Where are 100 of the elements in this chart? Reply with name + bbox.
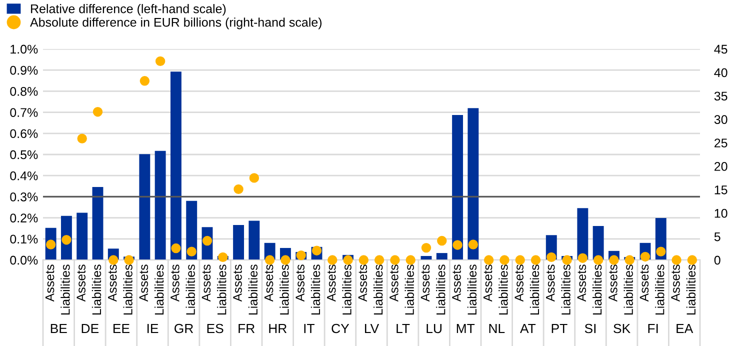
- x-tick-label: Assets: [546, 264, 555, 302]
- text: ES: [207, 324, 224, 334]
- y-tick-label: 0.5%: [10, 150, 38, 160]
- bar: [154, 150, 166, 260]
- x-tick-label: Liabilities: [217, 264, 226, 315]
- x-tick-label: Liabilities: [342, 264, 352, 315]
- text: GR: [174, 324, 194, 334]
- x-tick-label: Assets: [358, 264, 368, 302]
- bar: [592, 226, 604, 260]
- point: [280, 255, 290, 265]
- text: NL: [489, 324, 505, 334]
- text: LU: [426, 324, 442, 334]
- x-tick-label: Assets: [327, 264, 336, 302]
- text: HR: [269, 324, 287, 334]
- legend-label: Absolute difference in EUR billions (right-hand scale): [30, 18, 322, 30]
- point: [609, 255, 619, 265]
- y2-tick-label: 20: [714, 162, 728, 171]
- text: BE: [50, 324, 67, 334]
- x-tick-label: Liabilities: [561, 264, 570, 315]
- point: [358, 255, 369, 265]
- text: LT: [396, 324, 410, 334]
- x-tick-label: Assets: [170, 264, 180, 302]
- point: [390, 255, 400, 265]
- bar: [170, 72, 182, 260]
- x-tick-label: Assets: [640, 264, 649, 302]
- point: [421, 242, 432, 253]
- x-tick-label: Assets: [296, 264, 304, 302]
- x-tick-label: Liabilities: [436, 264, 446, 315]
- y-tick-label: 0.9%: [10, 66, 38, 75]
- point: [343, 255, 353, 265]
- x-tick-label: Assets: [202, 264, 211, 302]
- y-tick-label: 0.6%: [10, 129, 38, 138]
- x-tick-label: Assets: [420, 264, 430, 302]
- x-tick-label: Liabilities: [467, 264, 477, 315]
- y-tick-label: 0.8%: [10, 87, 38, 96]
- text: IT: [304, 324, 314, 334]
- y-tick-label: 0.4%: [10, 171, 38, 180]
- bar: [248, 220, 260, 260]
- point: [500, 255, 510, 265]
- point: [687, 255, 698, 265]
- text: DE: [82, 324, 99, 334]
- point: [452, 240, 462, 250]
- bar: [452, 115, 464, 260]
- point: [218, 252, 228, 262]
- point: [546, 252, 556, 262]
- y2-tick-label: 0: [714, 256, 720, 265]
- text: SK: [614, 324, 630, 334]
- text: SI: [584, 324, 596, 334]
- point: [249, 173, 260, 183]
- text: FR: [238, 324, 255, 334]
- x-tick-label: Liabilities: [530, 264, 540, 315]
- y-tick-label: 0.3%: [10, 192, 38, 202]
- x-tick-label: Liabilities: [373, 264, 383, 315]
- point: [672, 255, 682, 265]
- legend-label: Relative difference (left-hand scale): [31, 4, 226, 16]
- point: [515, 255, 525, 265]
- point: [77, 134, 87, 144]
- bar: [139, 154, 150, 260]
- x-tick-label: Liabilities: [280, 264, 289, 315]
- point: [108, 255, 118, 265]
- y2-tick-label: 45: [714, 44, 728, 54]
- point: [155, 56, 166, 66]
- x-tick-label: Assets: [390, 264, 398, 302]
- text: LV: [365, 324, 380, 334]
- x-tick-label: Liabilities: [123, 264, 132, 315]
- x-tick-label: Liabilities: [310, 264, 320, 315]
- y2-tick-label: 5: [714, 232, 720, 242]
- point: [656, 246, 666, 256]
- x-tick-label: Liabilities: [154, 264, 164, 315]
- x-tick-label: Liabilities: [624, 264, 633, 315]
- text: IE: [147, 324, 158, 334]
- x-tick-label: Liabilities: [60, 264, 70, 315]
- x-tick-label: Assets: [108, 264, 117, 302]
- text: FI: [648, 324, 658, 334]
- point: [124, 255, 134, 265]
- y2-tick-label: 15: [714, 186, 728, 194]
- x-tick-label: Assets: [76, 264, 86, 302]
- point: [593, 255, 604, 265]
- point: [624, 255, 634, 265]
- y-tick-label: 0.1%: [10, 234, 38, 244]
- text: PT: [552, 324, 568, 334]
- text: MT: [456, 324, 475, 334]
- x-tick-label: Liabilities: [686, 264, 696, 315]
- x-tick-label: Assets: [264, 264, 274, 302]
- point: [186, 246, 196, 256]
- point: [406, 255, 416, 265]
- y2-tick-label: 35: [714, 92, 728, 101]
- x-tick-label: Assets: [608, 264, 618, 302]
- point: [640, 252, 650, 262]
- bar: [92, 186, 104, 260]
- x-tick-label: Assets: [483, 264, 492, 302]
- x-tick-label: Liabilities: [404, 264, 414, 315]
- x-tick-label: Assets: [45, 264, 54, 302]
- text: EE: [113, 324, 130, 334]
- point: [171, 243, 181, 254]
- x-tick-label: Assets: [514, 264, 524, 302]
- x-tick-label: Assets: [233, 264, 242, 302]
- point: [140, 76, 150, 86]
- y2-tick-label: 10: [714, 208, 728, 218]
- point: [484, 255, 494, 265]
